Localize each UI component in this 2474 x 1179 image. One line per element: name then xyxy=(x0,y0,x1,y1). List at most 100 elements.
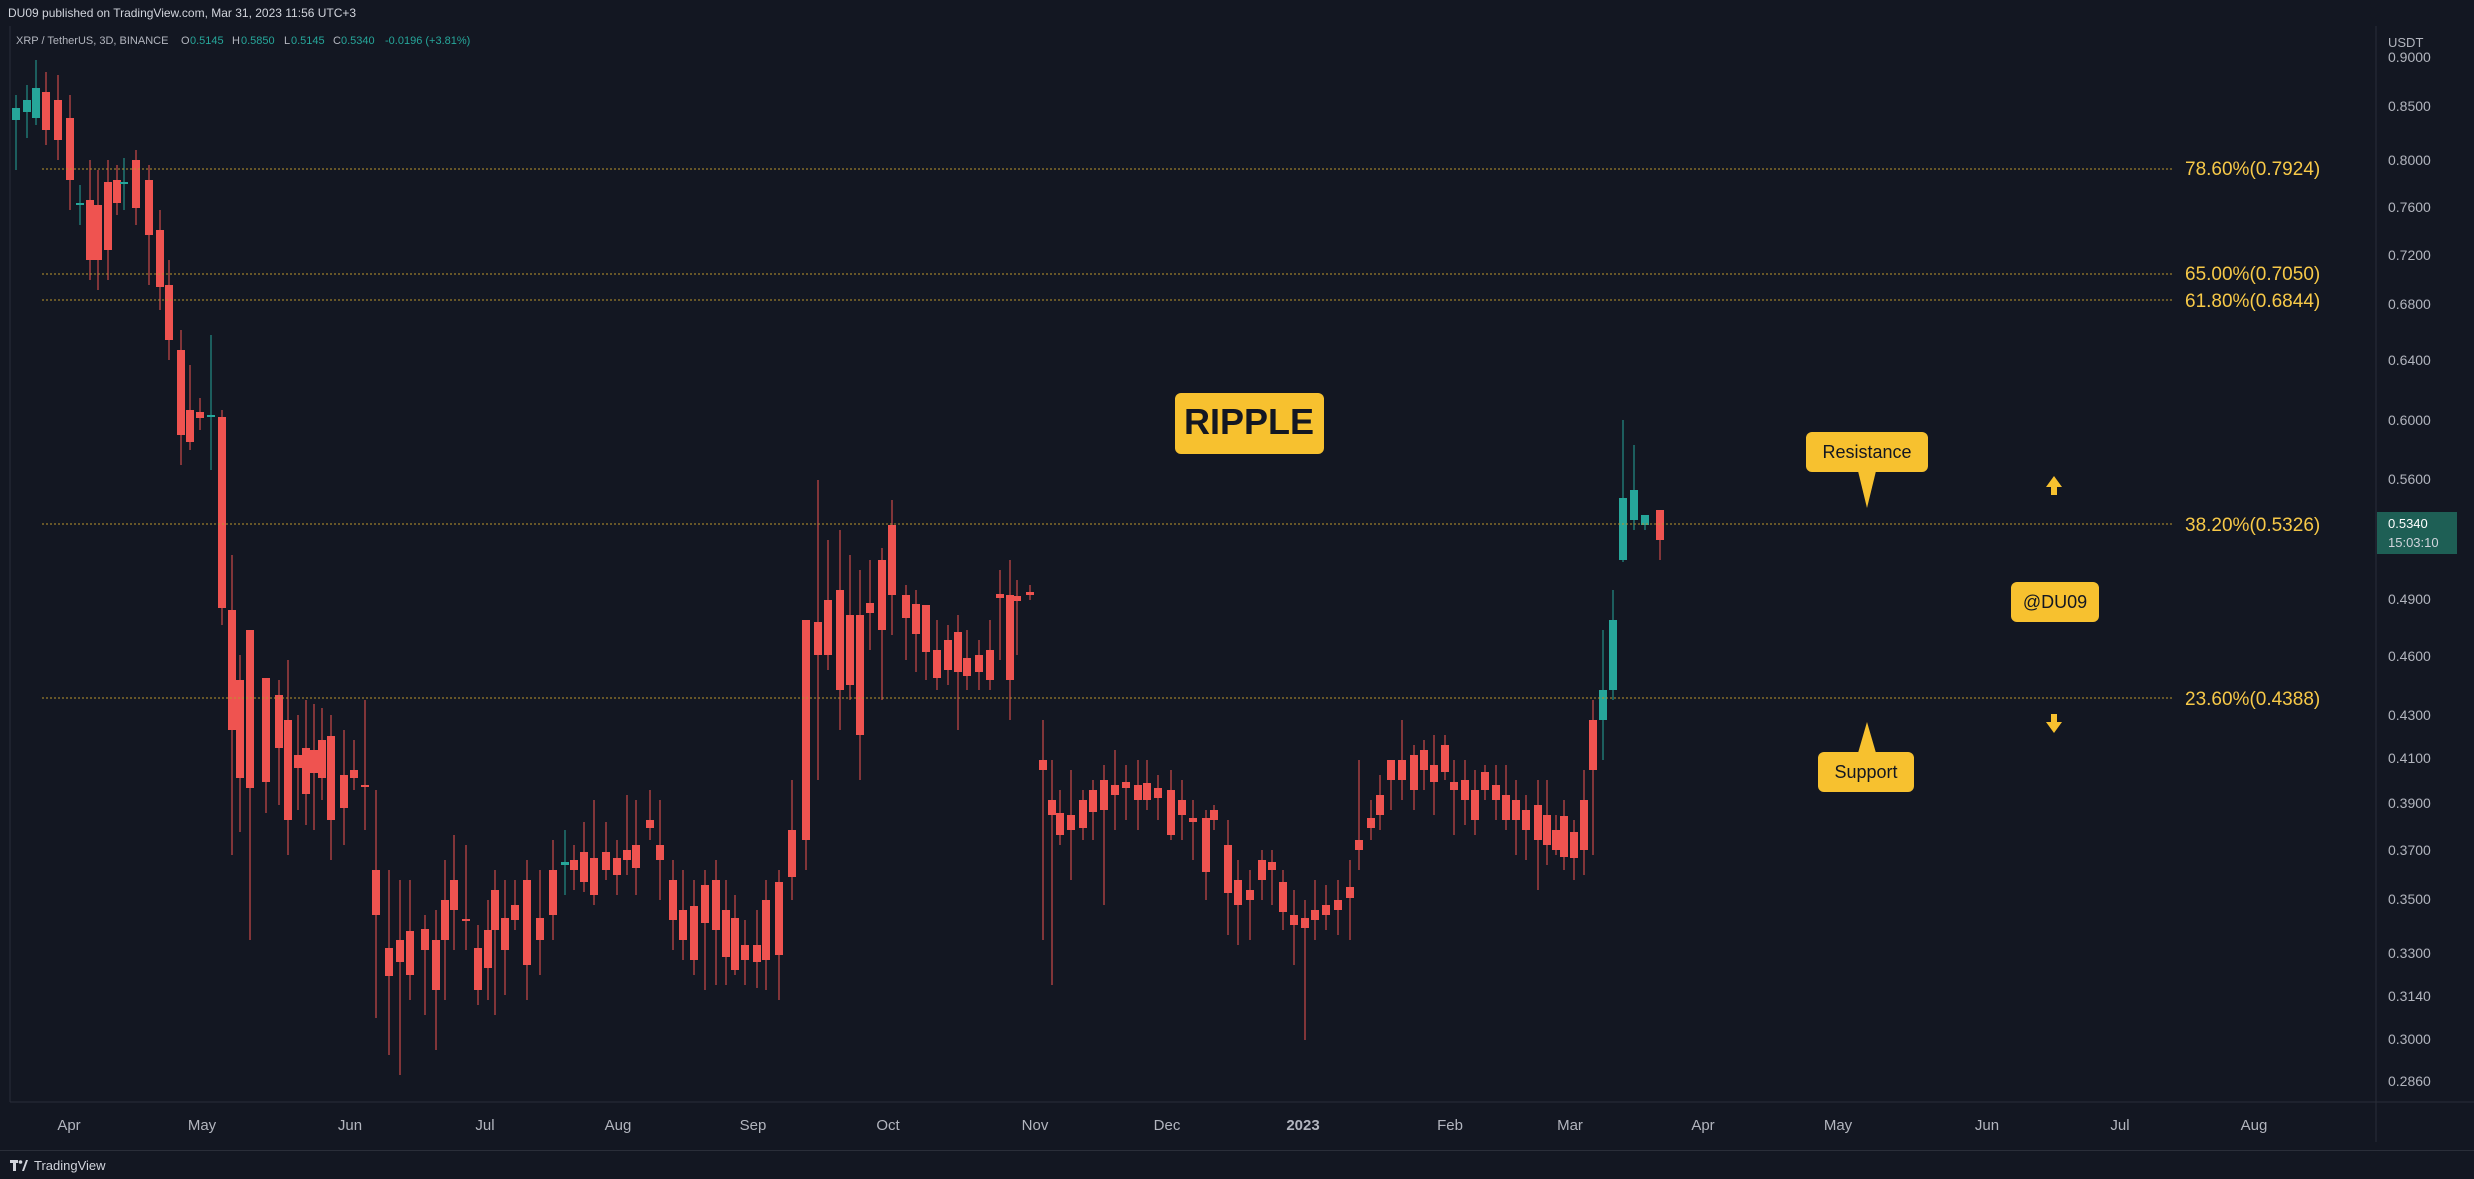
candle-body xyxy=(1224,845,1232,893)
ohlc-change: -0.0196 (+3.81%) xyxy=(385,35,470,47)
time-tick-label: Apr xyxy=(1691,1117,1714,1134)
candle-body xyxy=(474,948,482,990)
candle-body xyxy=(963,658,971,676)
candle-body xyxy=(54,100,62,140)
fibonacci-levels: 78.60%(0.7924) 65.00%(0.7050) 61.80%(0.6… xyxy=(42,159,2320,710)
ohlc-o-label: O xyxy=(181,35,190,47)
candle-body xyxy=(762,900,770,960)
last-price-tag: 0.5340 15:03:10 xyxy=(2377,512,2457,554)
candle-body xyxy=(1178,800,1186,815)
candle-body xyxy=(954,632,962,672)
candle-body xyxy=(207,415,215,417)
candle-body xyxy=(66,118,74,180)
ohlc-c-value: 0.5340 xyxy=(341,35,375,47)
candle-body xyxy=(177,350,185,435)
time-tick-label: Aug xyxy=(2241,1117,2268,1134)
price-axis[interactable]: USDT 0.9000 0.8500 0.8000 0.7600 0.7200 0.680… xyxy=(2388,35,2431,1089)
candle-body xyxy=(218,417,226,608)
candle-body xyxy=(1246,890,1254,900)
candle-body xyxy=(814,622,822,655)
fib-label-786: 78.60%(0.7924) xyxy=(2185,159,2320,180)
price-tick-label: 0.7200 xyxy=(2388,247,2431,263)
candle-body xyxy=(32,88,40,118)
price-tick-label: 0.3300 xyxy=(2388,945,2431,961)
time-tick-label: Jun xyxy=(1975,1117,1999,1134)
candle-body xyxy=(284,720,292,820)
published-bar: DU09 published on TradingView.com, Mar 3… xyxy=(0,0,2474,26)
candle-body xyxy=(120,182,128,184)
candle-body xyxy=(94,205,102,260)
candle-body xyxy=(12,108,20,120)
candle-body xyxy=(536,918,544,940)
candle-body xyxy=(104,182,112,250)
candle-body xyxy=(722,910,730,957)
candle-body xyxy=(856,615,864,735)
resistance-label: Resistance xyxy=(1822,442,1911,462)
candle-body xyxy=(1560,816,1568,857)
candle-body xyxy=(1100,780,1108,810)
candle-body xyxy=(1006,595,1014,680)
candle-body xyxy=(1290,915,1298,925)
candle-body xyxy=(1481,772,1489,790)
candle-body xyxy=(590,858,598,895)
price-tick-label: 0.2860 xyxy=(2388,1073,2431,1089)
ohlc-h-value: 0.5850 xyxy=(241,35,275,47)
candle-body xyxy=(712,880,720,930)
candle-body xyxy=(350,770,358,778)
price-tick-label: 0.8500 xyxy=(2388,98,2431,114)
tradingview-logo-icon xyxy=(10,1160,28,1171)
ripple-title-box: RIPPLE xyxy=(1175,393,1324,454)
tradingview-logo[interactable]: TradingView xyxy=(10,1158,106,1173)
ohlc-l-value: 0.5145 xyxy=(291,35,325,47)
candle-body xyxy=(406,931,414,975)
candle-body xyxy=(561,862,569,865)
candle-body xyxy=(1441,745,1449,772)
price-tick-label: 0.4600 xyxy=(2388,648,2431,664)
candle-body xyxy=(1410,755,1418,790)
candle-body xyxy=(580,852,588,882)
candle-body xyxy=(228,610,236,730)
candle-body xyxy=(866,603,874,613)
candle-body xyxy=(113,180,121,203)
candle-body xyxy=(679,910,687,940)
candle-body xyxy=(1202,818,1210,872)
candle-body xyxy=(788,830,796,877)
candle-body xyxy=(1376,795,1384,815)
price-tick-label: 0.3500 xyxy=(2388,891,2431,907)
ohlc-h-label: H xyxy=(232,35,240,47)
price-tick-label: 0.3000 xyxy=(2388,1031,2431,1047)
candle-body xyxy=(1039,760,1047,770)
resistance-callout: Resistance xyxy=(1806,432,1928,508)
candle-body xyxy=(1570,832,1578,858)
candle-body xyxy=(1189,818,1197,822)
price-tick-label: 0.8000 xyxy=(2388,152,2431,168)
chart-canvas[interactable]: XRP / TetherUS, 3D, BINANCE O 0.5145 H 0… xyxy=(0,0,2474,1150)
candle-body xyxy=(421,929,429,950)
candle-body xyxy=(1210,810,1218,820)
time-axis[interactable]: Apr May Jun Jul Aug Sep Oct Nov Dec 2023 Feb Mar Apr… xyxy=(57,1117,2267,1134)
candle-body xyxy=(310,750,318,773)
candle-body xyxy=(396,940,404,962)
fib-label-382: 38.20%(0.5326) xyxy=(2185,515,2320,536)
candle-body xyxy=(246,630,254,788)
candle-body xyxy=(912,604,920,634)
time-tick-label: Nov xyxy=(1022,1117,1049,1134)
candle-body xyxy=(1268,862,1276,870)
candle-body xyxy=(1048,800,1056,815)
candle-body xyxy=(602,852,610,870)
candle-body xyxy=(1167,790,1175,835)
countdown: 15:03:10 xyxy=(2388,535,2439,550)
time-tick-label: Jul xyxy=(475,1117,494,1134)
candle-body xyxy=(450,880,458,910)
candle-body xyxy=(1301,918,1309,928)
candle-body xyxy=(1026,592,1034,595)
price-tick-label: 0.9000 xyxy=(2388,49,2431,65)
candle-body xyxy=(1134,785,1142,800)
ohlc-c-label: C xyxy=(333,35,341,47)
candle-body xyxy=(753,945,761,962)
candle-body xyxy=(86,200,94,260)
candle-body xyxy=(262,678,270,782)
candle-body xyxy=(385,948,393,976)
candle-body xyxy=(1067,815,1075,830)
fib-label-618: 61.80%(0.6844) xyxy=(2185,291,2320,312)
